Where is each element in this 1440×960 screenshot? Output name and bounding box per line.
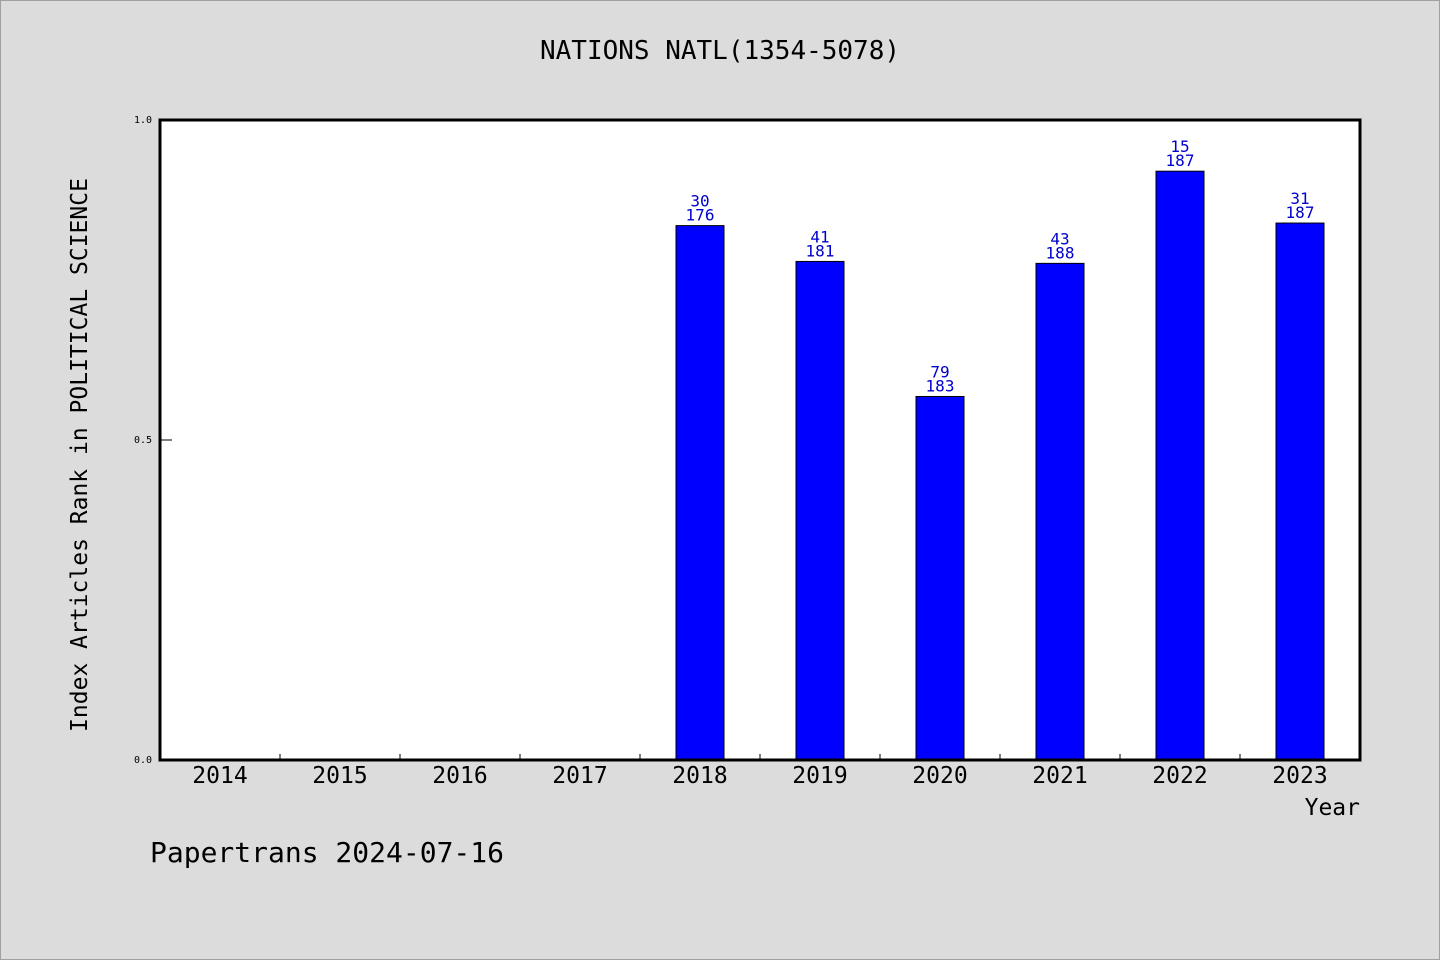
bar-rank-label: 31: [1290, 189, 1309, 208]
bar-total-label: 187: [1286, 203, 1315, 222]
x-tick-label: 2020: [912, 763, 967, 789]
x-tick-label: 2016: [432, 763, 487, 789]
bar: [1275, 222, 1325, 761]
x-tick-label: 2023: [1272, 763, 1327, 789]
bar: [675, 225, 725, 761]
bar: [1155, 170, 1205, 761]
x-tick-label: 2014: [192, 763, 247, 789]
chart-title: NATIONS NATL(1354-5078): [539, 36, 901, 66]
x-tick-label: 2017: [552, 763, 607, 789]
bar-total-label: 183: [926, 376, 955, 395]
bar: [915, 395, 965, 761]
bar-total-label: 187: [1166, 151, 1195, 170]
bar-rank-label: 30: [690, 192, 709, 211]
bar-rank-label: 79: [930, 362, 949, 381]
y-tick-label: 1.0: [134, 115, 152, 126]
bar: [1035, 262, 1085, 761]
x-tick-label: 2022: [1152, 763, 1207, 789]
y-tick-label: 0.0: [134, 755, 152, 766]
x-tick-label: 2015: [312, 763, 367, 789]
footer-credit: Papertrans 2024-07-16: [150, 836, 505, 869]
bar-rank-label: 15: [1170, 137, 1189, 156]
bar: [795, 260, 845, 761]
x-tick-label: 2018: [672, 763, 727, 789]
bar-rank-label: 41: [810, 227, 829, 246]
bar-total-label: 176: [686, 206, 715, 225]
plot-border: [158, 118, 1362, 762]
x-tick-label: 2021: [1032, 763, 1087, 789]
bar-total-label: 181: [806, 241, 835, 260]
x-tick-label: 2019: [792, 763, 847, 789]
bar-rank-label: 43: [1050, 229, 1069, 248]
y-tick-label: 0.5: [134, 435, 152, 446]
bar-total-label: 188: [1046, 243, 1075, 262]
x-axis-label: Year: [1304, 795, 1360, 821]
